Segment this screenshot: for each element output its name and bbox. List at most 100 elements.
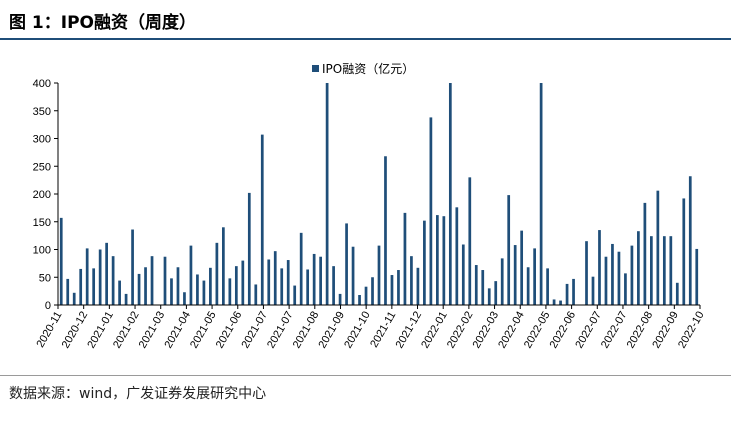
bar [137, 273, 141, 305]
bottom-rule [0, 375, 731, 376]
bar [345, 223, 348, 305]
bar [332, 266, 335, 305]
bar [241, 260, 245, 305]
y-tick-label: 0 [45, 300, 51, 312]
bar [416, 267, 420, 305]
bar [228, 278, 232, 305]
bar [124, 293, 128, 305]
bar [617, 251, 621, 305]
bar [222, 227, 225, 305]
bar [552, 299, 556, 305]
bar [364, 286, 368, 305]
bar [66, 278, 70, 305]
bar [170, 278, 173, 305]
bar [338, 293, 342, 305]
bar [611, 243, 614, 305]
bar [442, 216, 446, 305]
bar [423, 220, 426, 305]
y-tick-label: 300 [33, 134, 51, 146]
bar [455, 207, 459, 305]
bar [598, 230, 601, 305]
bar [196, 274, 199, 305]
title-rule [0, 38, 731, 40]
bar [144, 267, 147, 305]
bar [260, 134, 264, 305]
y-tick-label: 200 [33, 189, 51, 201]
bar [682, 198, 686, 305]
bar [630, 245, 634, 305]
bar [215, 242, 219, 305]
bar [59, 217, 63, 305]
legend-label: IPO融资（亿元） [322, 61, 414, 76]
bar [487, 288, 491, 305]
bar [312, 253, 316, 305]
bar [656, 190, 660, 305]
bar [436, 215, 439, 305]
bar [500, 258, 504, 305]
legend-swatch [312, 65, 319, 72]
bar [461, 244, 465, 305]
bar [643, 202, 647, 305]
bar [98, 249, 102, 305]
bar [280, 268, 284, 305]
bar [202, 280, 206, 305]
bar [397, 270, 400, 305]
bar [559, 300, 562, 305]
bar [448, 83, 452, 305]
bar [410, 256, 413, 305]
bar [675, 282, 679, 305]
bar [371, 277, 374, 305]
bar [585, 241, 588, 305]
y-tick-label: 250 [33, 161, 51, 173]
x-axis: 2020-112020-122021-012021-022021-032021-… [34, 304, 707, 350]
y-tick-label: 100 [33, 245, 51, 257]
bar [403, 212, 407, 305]
y-tick-label: 350 [33, 106, 51, 118]
source-note: 数据来源：wind，广发证券发展研究中心 [9, 386, 267, 402]
bar [662, 236, 666, 305]
figure-title: 图 1：IPO融资（周度） [9, 13, 196, 33]
bar [351, 246, 355, 305]
bar [111, 256, 115, 305]
bar [267, 259, 271, 305]
legend: IPO融资（亿元） [312, 61, 414, 76]
bar [72, 292, 76, 305]
bar [669, 236, 673, 305]
bar [494, 281, 498, 305]
bar [481, 270, 485, 305]
bar [384, 156, 387, 305]
bar [513, 245, 517, 305]
bar [474, 265, 478, 305]
bar [150, 256, 154, 305]
bar [79, 268, 83, 305]
bar [688, 176, 692, 305]
bar [507, 195, 511, 305]
bar [299, 232, 303, 305]
bar [520, 230, 524, 305]
bar [306, 269, 310, 305]
bar [572, 278, 575, 305]
bar [637, 231, 640, 305]
bars [59, 83, 699, 305]
y-tick-label: 150 [33, 217, 51, 229]
y-axis: 0 50 100 150 200 250 300 350 400 [33, 78, 59, 312]
bar [163, 256, 167, 305]
bar [254, 284, 258, 305]
bar [176, 267, 180, 305]
bar [273, 251, 277, 305]
y-tick-label: 50 [39, 272, 51, 284]
bar [565, 283, 569, 305]
bar [591, 276, 595, 305]
y-tick-label: 400 [33, 78, 51, 90]
bar [131, 229, 134, 305]
bar [105, 242, 108, 305]
bar [286, 260, 290, 305]
bar [526, 267, 530, 305]
bar [546, 268, 549, 305]
bar [189, 245, 193, 305]
bar [695, 248, 699, 305]
bar [429, 117, 433, 305]
bar [624, 273, 627, 305]
bar [234, 266, 238, 305]
bar [533, 248, 536, 305]
